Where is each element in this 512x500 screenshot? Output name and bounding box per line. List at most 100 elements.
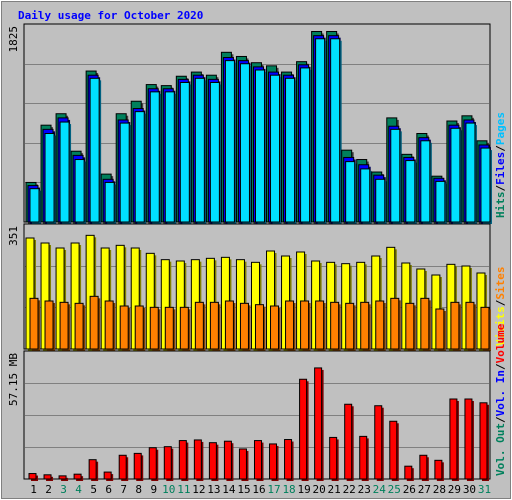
bar-sites-22-face [345, 302, 355, 350]
day-label-19: 19 [297, 483, 310, 496]
bar-pages-22 [345, 161, 357, 224]
bar-volume-7-face [118, 454, 127, 480]
panel-max-label-bottom: 57.15 MB [7, 353, 20, 406]
bar-sites-26 [405, 302, 416, 351]
bar-volume-2-face [43, 474, 52, 480]
bar-pages-13 [209, 81, 222, 224]
bar-volume-18 [284, 439, 294, 481]
bar-pages-27 [420, 140, 432, 224]
bar-volume-22 [344, 403, 354, 481]
bar-pages-23 [360, 168, 372, 224]
bar-volume-12-face [193, 439, 202, 480]
bar-pages-18 [285, 77, 297, 224]
bar-pages-19-face [300, 67, 311, 223]
bar-sites-27 [420, 297, 431, 351]
bar-sites-25 [390, 297, 401, 351]
bar-sites-20-face [315, 300, 325, 350]
bar-pages-6-face [104, 181, 115, 223]
bar-pages-26-face [405, 160, 416, 223]
bar-pages-24-face [375, 178, 386, 223]
bar-sites-15-face [239, 302, 249, 350]
day-label-31: 31 [478, 483, 491, 496]
day-label-16: 16 [252, 483, 265, 496]
bar-sites-16 [254, 304, 266, 351]
bar-sites-26-face [405, 302, 415, 350]
bar-volume-6 [103, 471, 114, 481]
day-label-8: 8 [135, 483, 142, 496]
bar-volume-8-face [133, 452, 142, 480]
bar-pages-14-face [224, 60, 235, 223]
bar-sites-5 [89, 295, 101, 351]
bar-sites-13-face [209, 301, 219, 350]
bar-pages-31 [480, 147, 492, 224]
bar-sites-16-face [254, 304, 264, 350]
bar-volume-1 [28, 473, 38, 481]
bar-pages-9 [149, 91, 162, 225]
bar-volume-13 [208, 442, 219, 481]
day-label-24: 24 [373, 483, 387, 496]
bar-sites-11-face [179, 306, 189, 350]
bar-pages-16-face [254, 69, 265, 223]
bar-sites-1 [29, 297, 40, 351]
day-label-9: 9 [150, 483, 157, 496]
legend-bottom-item-3: / [494, 363, 507, 370]
legend-top-item-4: Pages [494, 112, 507, 145]
bar-volume-28 [434, 459, 444, 481]
panel-max-label-top: 1825 [7, 26, 20, 53]
bar-pages-3 [59, 121, 72, 224]
bar-pages-7-face [119, 122, 130, 223]
chart-panels [23, 23, 492, 481]
bar-pages-22-face [345, 161, 356, 223]
day-label-1: 1 [30, 483, 37, 496]
bar-volume-2 [43, 474, 54, 481]
bar-pages-20 [315, 38, 327, 225]
bar-volume-21 [329, 436, 339, 481]
bar-pages-12-face [194, 77, 205, 223]
day-label-21: 21 [328, 483, 341, 496]
bar-pages-8 [134, 111, 147, 224]
day-label-23: 23 [358, 483, 371, 496]
bar-sites-2-face [44, 300, 54, 350]
bar-sites-28-face [435, 308, 445, 350]
bar-volume-6-face [103, 471, 112, 480]
bar-sites-17-face [270, 305, 280, 350]
bar-volume-31 [479, 402, 489, 481]
bar-pages-15 [239, 63, 252, 225]
bar-sites-19-face [300, 300, 310, 350]
bar-sites-21 [330, 301, 341, 351]
day-label-6: 6 [105, 483, 112, 496]
bar-sites-12-face [194, 301, 204, 350]
day-label-18: 18 [282, 483, 295, 496]
day-label-17: 17 [267, 483, 280, 496]
bar-sites-31 [480, 306, 491, 351]
day-label-30: 30 [463, 483, 476, 496]
bar-pages-2 [44, 133, 57, 224]
bar-pages-2-face [44, 133, 55, 223]
day-label-10: 10 [162, 483, 175, 496]
bar-pages-25-face [390, 128, 401, 223]
bar-sites-10 [164, 306, 176, 351]
bar-sites-9-face [149, 306, 159, 350]
bar-sites-25-face [390, 297, 400, 350]
bar-volume-26-face [404, 465, 413, 480]
day-label-28: 28 [433, 483, 446, 496]
bar-sites-6 [104, 300, 116, 351]
day-label-15: 15 [237, 483, 250, 496]
bar-sites-8 [134, 305, 146, 351]
bar-volume-28-face [434, 459, 443, 480]
day-label-14: 14 [222, 483, 236, 496]
bar-sites-5-face [89, 295, 99, 350]
legend-top-item-1: / [494, 185, 507, 192]
bar-pages-30-face [465, 122, 476, 223]
bar-sites-3-face [59, 301, 69, 350]
bar-pages-13-face [209, 81, 220, 223]
bar-pages-16 [254, 69, 267, 224]
bar-volume-10-face [163, 446, 172, 480]
day-label-11: 11 [177, 483, 190, 496]
bar-pages-6 [104, 181, 117, 224]
bar-volume-29 [449, 398, 459, 481]
bar-volume-10 [163, 446, 174, 481]
bar-pages-5-face [89, 77, 100, 223]
legend-middle-item-2: Sites [494, 267, 507, 300]
bar-volume-29-face [449, 398, 458, 480]
